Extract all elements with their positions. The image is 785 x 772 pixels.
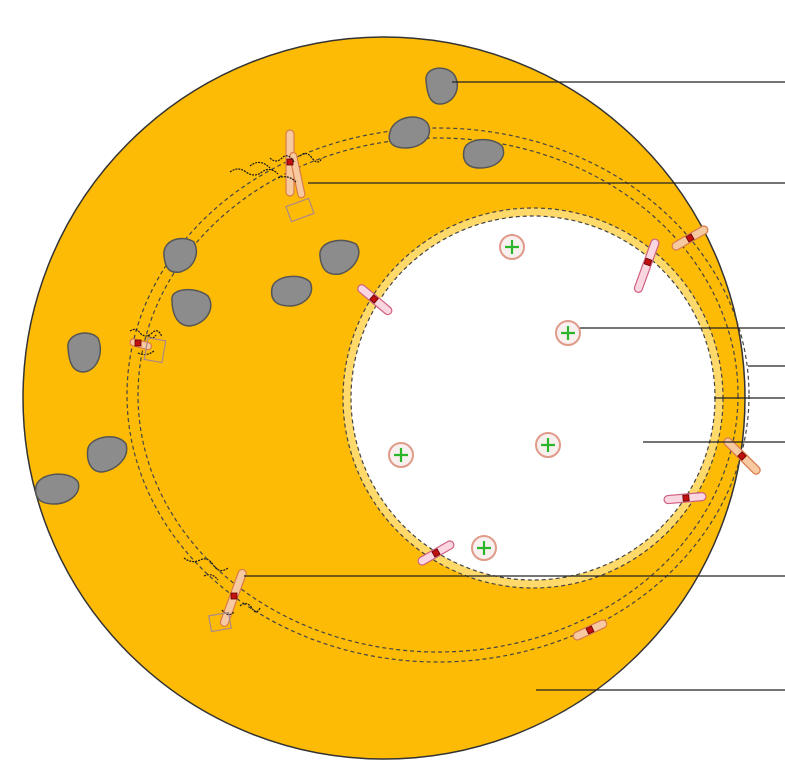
outer-dashed-ring-a <box>126 127 750 663</box>
granule <box>34 473 80 505</box>
cross-marker <box>388 442 414 468</box>
granule <box>270 275 313 307</box>
rod-complex <box>229 129 323 223</box>
granule <box>319 239 360 276</box>
cross-marker <box>555 320 581 346</box>
rod <box>417 540 455 566</box>
granules <box>34 67 505 505</box>
leader-lines <box>244 81 785 691</box>
rod <box>633 238 660 293</box>
cross-marker <box>499 234 525 260</box>
granule <box>171 288 212 327</box>
granule <box>67 332 102 373</box>
rod-complex <box>129 328 167 364</box>
rod-complex <box>183 557 261 633</box>
cross-markers <box>388 234 581 561</box>
rod <box>572 619 608 641</box>
cross-marker <box>471 535 497 561</box>
rod <box>723 437 761 475</box>
inner-region <box>350 215 716 581</box>
rod <box>671 225 709 251</box>
granule <box>163 237 198 274</box>
rod <box>663 492 707 505</box>
rods <box>129 129 761 641</box>
cross-marker <box>535 432 561 458</box>
granule <box>462 138 505 169</box>
granule <box>425 67 459 105</box>
granule <box>388 116 431 149</box>
rod <box>357 284 393 316</box>
granule <box>86 436 128 473</box>
outer-dashed-ring-b <box>137 137 739 653</box>
